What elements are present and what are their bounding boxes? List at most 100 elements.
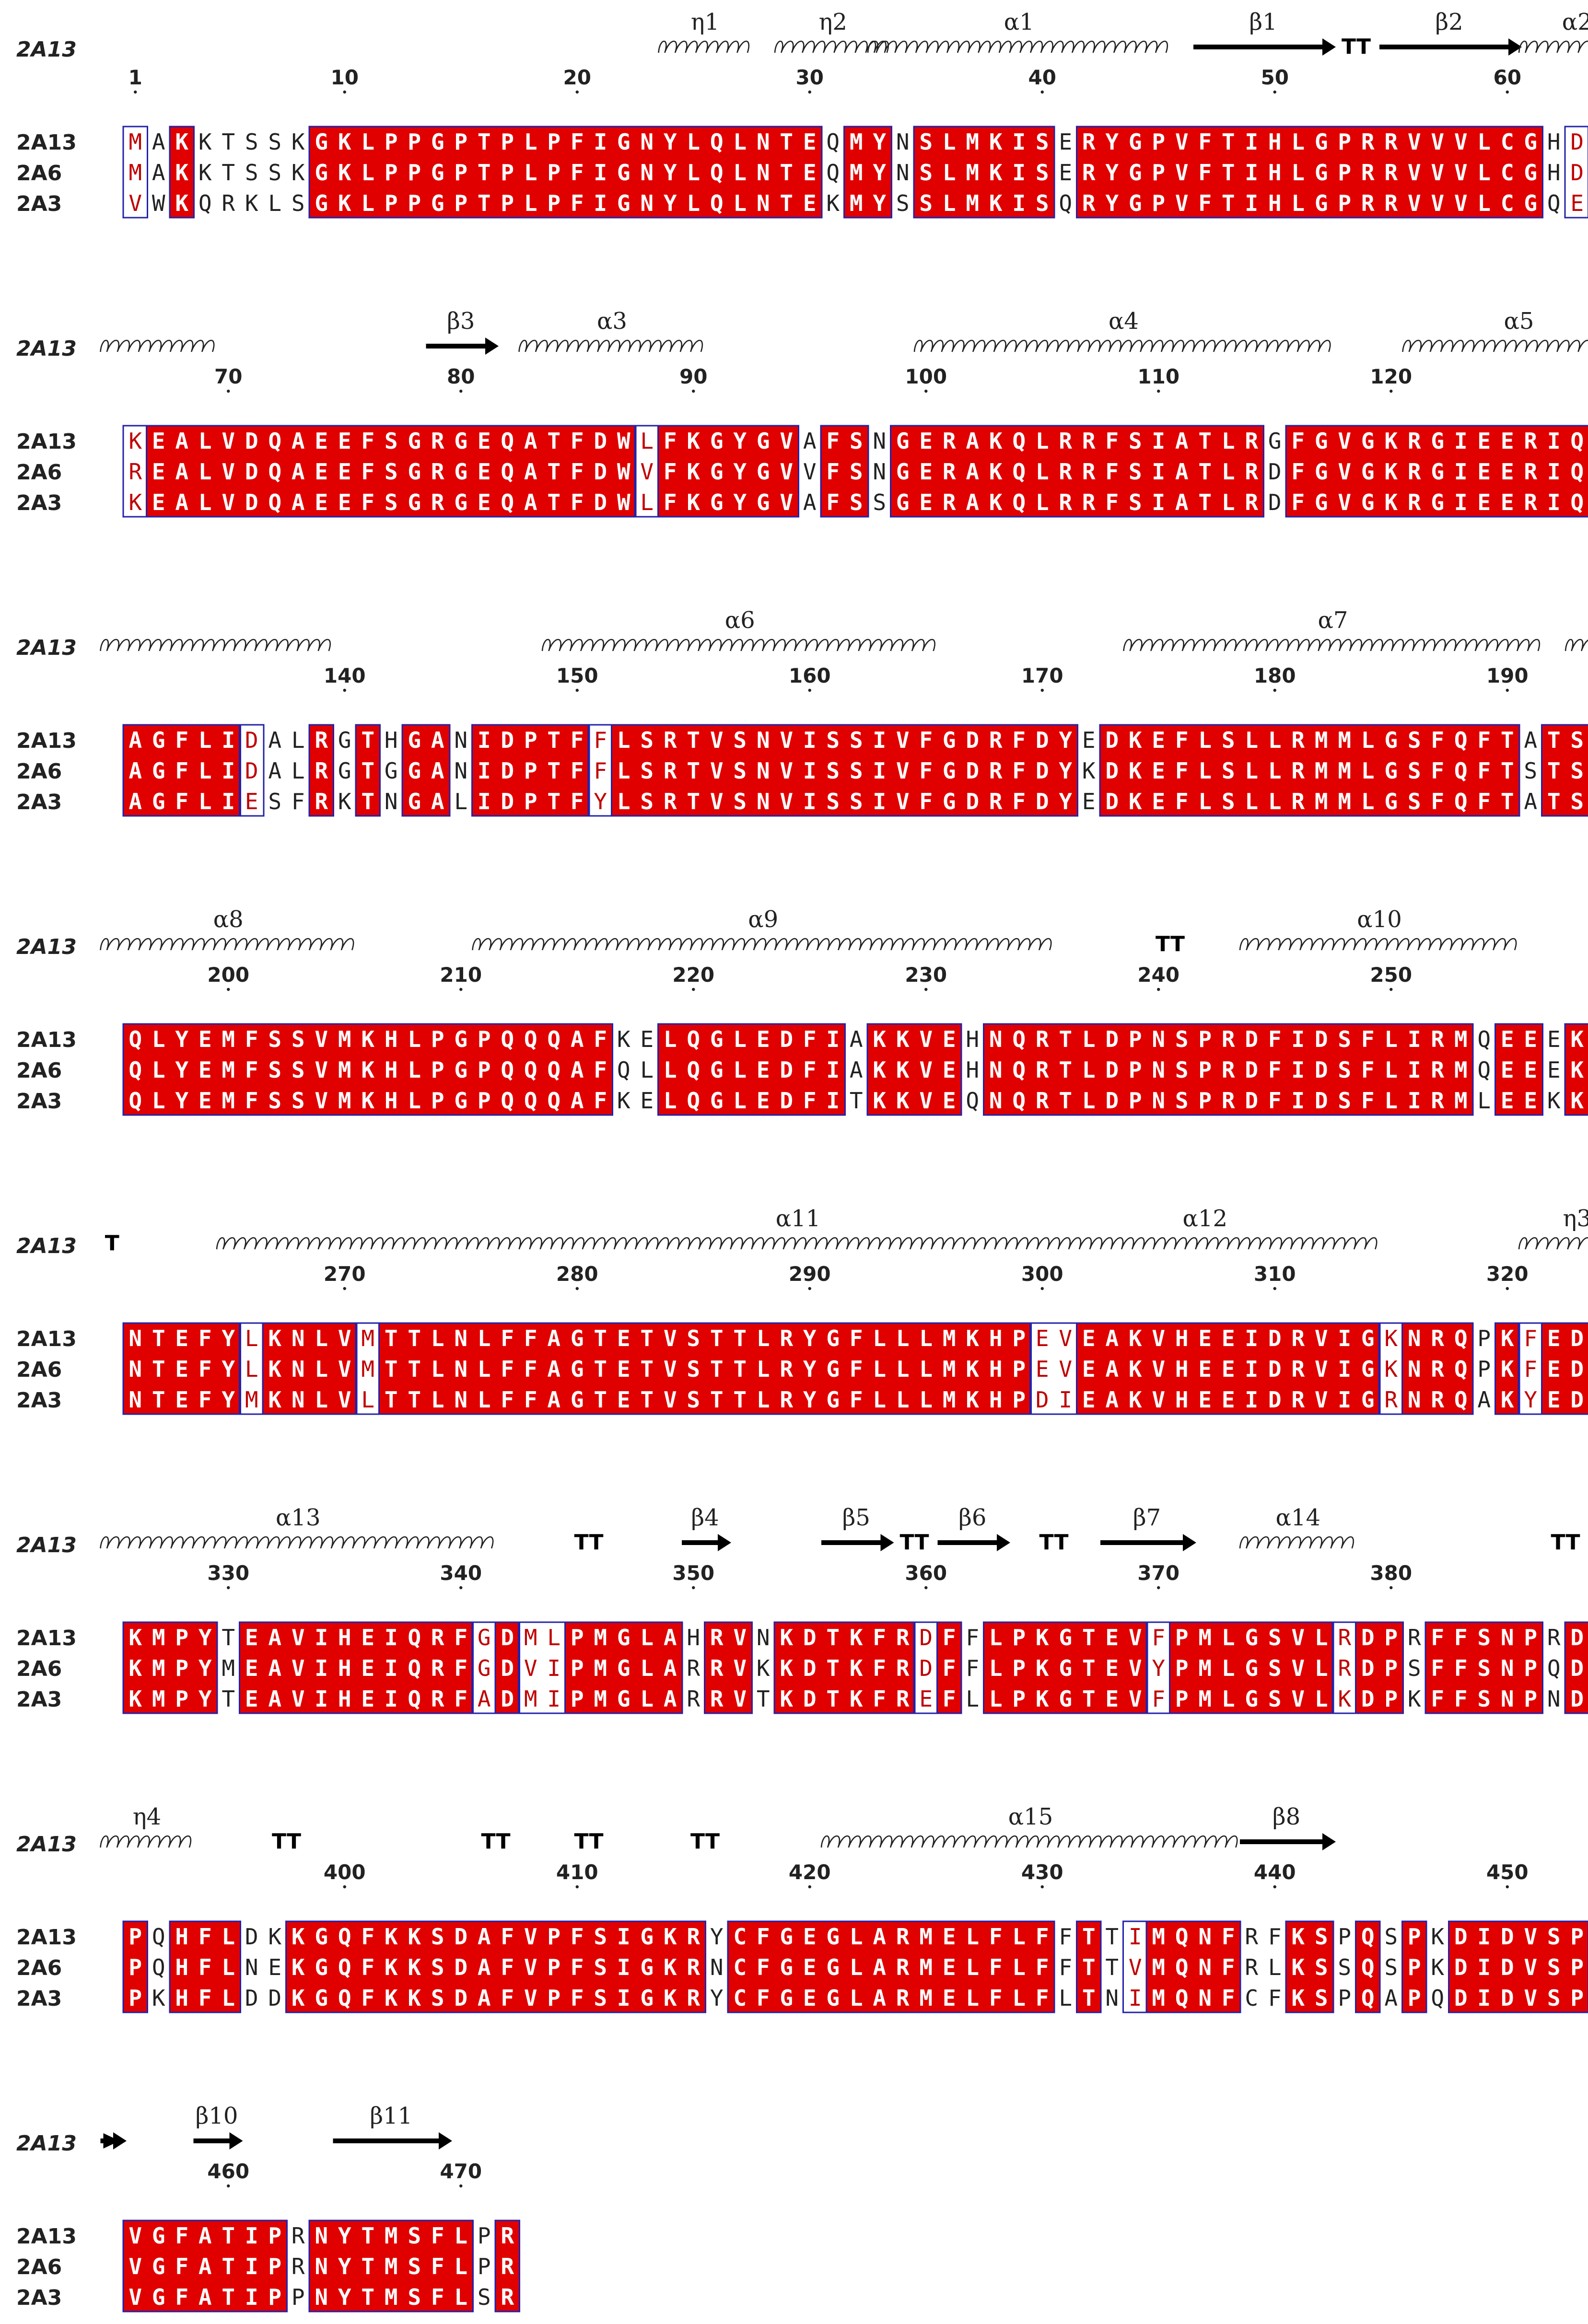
residue: G <box>1361 489 1375 515</box>
residue: M <box>1315 758 1328 784</box>
helix-coil <box>774 40 889 53</box>
position-number: 30 <box>796 66 824 89</box>
residue: S <box>850 428 863 454</box>
residue: M <box>919 1954 933 1980</box>
residue: L <box>1268 1954 1282 1980</box>
residue: R <box>1431 1325 1444 1351</box>
residue: F <box>1198 129 1212 155</box>
residue: Y <box>175 1088 188 1114</box>
residue: R <box>710 1655 724 1681</box>
residue: M <box>222 1655 235 1681</box>
residue: E <box>1082 1387 1096 1413</box>
residue: A <box>547 1325 560 1351</box>
residue: L <box>547 1625 560 1650</box>
residue: N <box>454 1356 467 1382</box>
residue: E <box>1198 1387 1212 1413</box>
reference-label: 2A13 <box>16 1533 77 1557</box>
residue: T <box>687 789 700 814</box>
residue: T <box>1501 727 1514 753</box>
residue: A <box>198 2254 212 2279</box>
strand-arrowhead <box>718 1534 731 1551</box>
residue: R <box>896 1625 910 1650</box>
conserved-block <box>1564 1023 1588 1116</box>
residue: R <box>896 1924 910 1950</box>
residue: R <box>664 758 677 784</box>
residue: V <box>338 1325 351 1351</box>
residue: G <box>315 1985 328 2011</box>
residue: Q <box>547 1026 560 1052</box>
residue: M <box>1315 727 1328 753</box>
conserved-block <box>401 724 451 817</box>
residue: G <box>408 459 421 485</box>
residue: P <box>1477 1325 1491 1351</box>
position-dot <box>1390 988 1393 991</box>
residue: I <box>873 758 886 784</box>
residue: M <box>966 160 979 186</box>
residue: G <box>1245 1655 1258 1681</box>
residue: I <box>1338 1387 1351 1413</box>
residue: M <box>966 190 979 216</box>
structure-label: β5 <box>842 1504 870 1531</box>
residue: H <box>1268 129 1282 155</box>
residue: Y <box>1524 1387 1537 1413</box>
residue: L <box>943 129 956 155</box>
reference-label: 2A13 <box>16 1832 77 1857</box>
position-dot <box>808 1885 811 1889</box>
residue: V <box>128 2223 142 2249</box>
residue: F <box>1431 789 1444 814</box>
residue: E <box>245 1625 258 1650</box>
residue: L <box>361 1387 374 1413</box>
residue: K <box>338 789 351 814</box>
residue: K <box>361 1026 374 1052</box>
conserved-block <box>1401 1920 1427 2013</box>
residue: T <box>640 1356 654 1382</box>
residue: R <box>1291 758 1305 784</box>
residue: A <box>1384 1985 1398 2011</box>
residue: I <box>1291 1026 1305 1052</box>
residue: R <box>1222 1057 1235 1083</box>
residue: V <box>315 1057 328 1083</box>
residue: D <box>1036 727 1049 753</box>
conserved-block <box>820 425 869 518</box>
residue: F <box>1105 459 1119 485</box>
residue: G <box>617 190 631 216</box>
residue: V <box>338 1387 351 1413</box>
residue: G <box>1361 428 1375 454</box>
residue: A <box>478 1985 491 2011</box>
helix-coil <box>472 938 1052 951</box>
residue: A <box>873 1924 886 1950</box>
residue: K <box>268 1924 281 1950</box>
residue: H <box>1268 160 1282 186</box>
residue: Y <box>594 789 607 814</box>
conserved-block <box>564 1621 683 1714</box>
residue: R <box>989 758 1003 784</box>
residue: S <box>826 727 840 753</box>
residue: T <box>408 1387 421 1413</box>
residue: L <box>1198 789 1212 814</box>
residue: P <box>1570 1954 1584 1980</box>
residue: Q <box>710 160 724 186</box>
position-dot <box>227 988 230 991</box>
residue: E <box>1198 1356 1212 1382</box>
residue: P <box>1198 1057 1212 1083</box>
residue: V <box>292 1625 305 1650</box>
conserved-block <box>1564 1621 1588 1714</box>
residue: L <box>1036 489 1049 515</box>
residue: Q <box>501 1057 514 1083</box>
residue: D <box>245 1924 258 1950</box>
residue: E <box>803 160 817 186</box>
residue: L <box>617 758 631 784</box>
residue: K <box>292 1954 305 1980</box>
residue: G <box>826 1924 840 1950</box>
residue: Y <box>338 2254 351 2279</box>
residue: A <box>1175 459 1189 485</box>
residue: D <box>1036 758 1049 784</box>
residue: F <box>1198 160 1212 186</box>
residue: T <box>222 1686 235 1712</box>
reference-label: 2A13 <box>16 1234 77 1258</box>
structure-label: β1 <box>1249 9 1277 35</box>
conserved-block <box>657 1023 846 1116</box>
residue: F <box>361 489 374 515</box>
residue: F <box>1175 727 1189 753</box>
residue: T <box>1059 1026 1072 1052</box>
